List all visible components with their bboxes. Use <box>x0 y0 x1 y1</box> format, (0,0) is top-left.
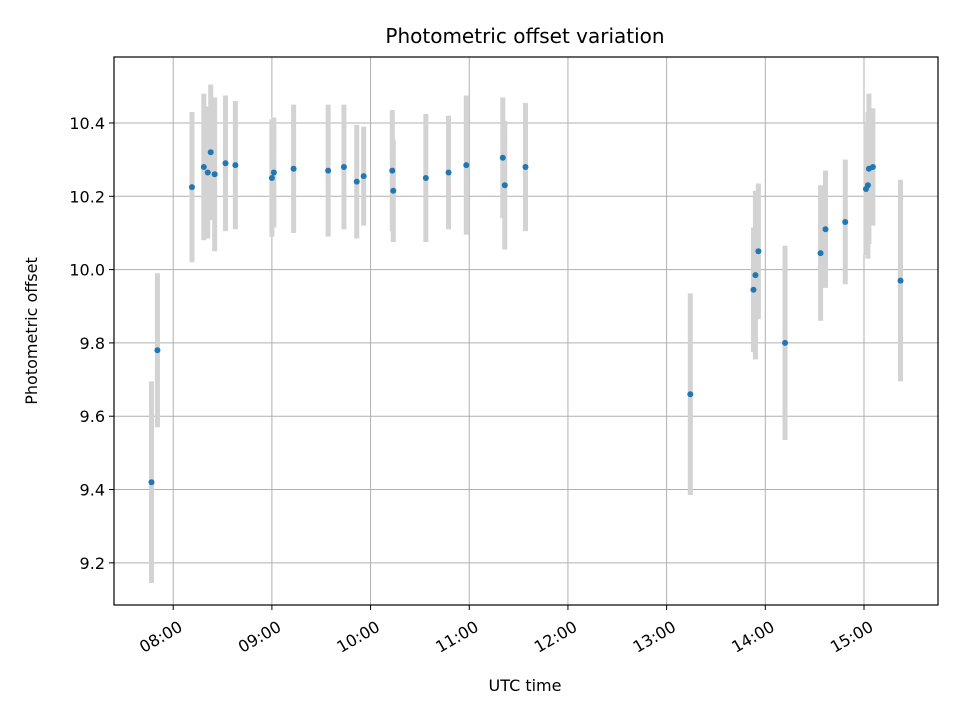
data-point <box>864 182 871 189</box>
y-tick-label: 9.6 <box>80 407 105 426</box>
data-point <box>869 163 876 170</box>
data-point <box>422 174 429 181</box>
data-point <box>154 347 161 354</box>
data-points <box>148 149 904 486</box>
chart-title: Photometric offset variation <box>385 24 664 48</box>
data-point <box>325 167 332 174</box>
data-point <box>207 149 214 156</box>
data-point <box>360 173 367 180</box>
data-point <box>782 339 789 346</box>
data-point <box>522 163 529 170</box>
x-axis-label: UTC time <box>489 676 562 695</box>
data-point <box>499 154 506 161</box>
data-point <box>232 162 239 169</box>
data-point <box>268 174 275 181</box>
data-point <box>148 479 155 486</box>
data-point <box>204 169 211 176</box>
data-point <box>822 226 829 233</box>
data-point <box>752 272 759 279</box>
data-point <box>188 184 195 191</box>
data-point <box>750 286 757 293</box>
data-point <box>463 162 470 169</box>
data-point <box>211 171 218 178</box>
data-point <box>687 391 694 398</box>
data-point <box>200 163 207 170</box>
data-point <box>222 160 229 167</box>
y-tick-label: 10.0 <box>69 261 105 280</box>
data-point <box>897 277 904 284</box>
data-point <box>755 248 762 255</box>
data-point <box>270 169 277 176</box>
data-point <box>842 218 849 225</box>
y-tick-label: 10.4 <box>69 114 105 133</box>
data-point <box>290 165 297 172</box>
y-axis-label: Photometric offset <box>22 257 41 405</box>
data-point <box>389 167 396 174</box>
data-point <box>390 187 397 194</box>
data-point <box>445 169 452 176</box>
y-tick-label: 10.2 <box>69 187 105 206</box>
data-point <box>340 163 347 170</box>
y-tick-label: 9.2 <box>80 554 105 573</box>
plot-frame <box>113 56 939 606</box>
data-point <box>817 250 824 257</box>
data-point <box>501 182 508 189</box>
y-tick-label: 9.4 <box>80 481 105 500</box>
data-point <box>353 178 360 185</box>
y-tick-label: 9.8 <box>80 334 105 353</box>
